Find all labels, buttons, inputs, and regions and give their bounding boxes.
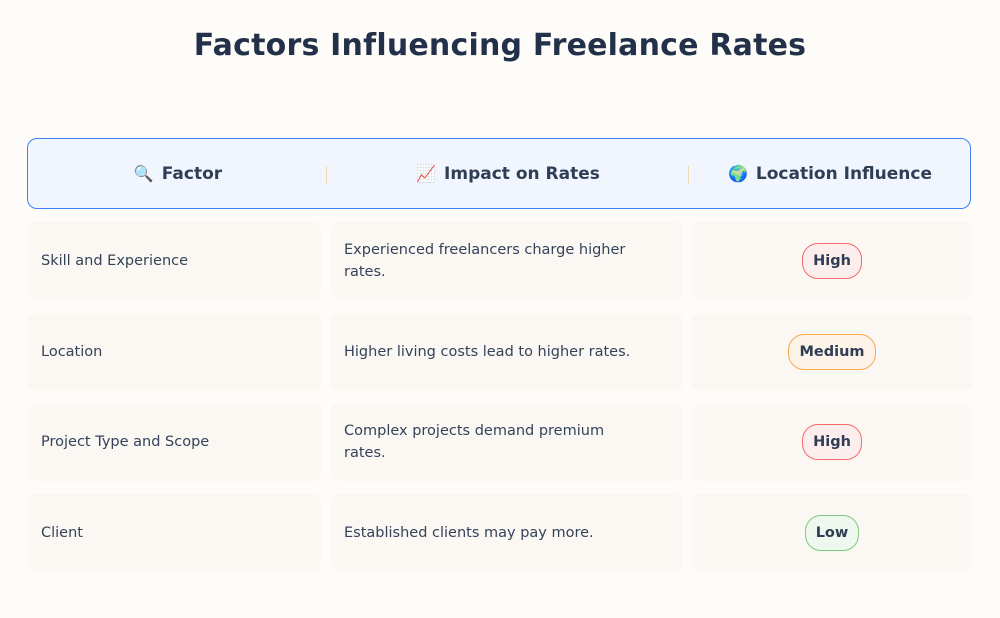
factor-text: Skill and Experience: [41, 253, 189, 269]
impact-text: Complex projects demand premium rates.: [344, 423, 605, 461]
influence-cell: High: [692, 222, 972, 300]
impact-cell: Complex projects demand premium rates.: [331, 403, 683, 481]
influence-badge: High: [802, 424, 862, 460]
impact-text: Experienced freelancers charge higher ra…: [344, 242, 626, 280]
influence-badge: Medium: [788, 334, 876, 370]
factor-text: Client: [41, 525, 83, 541]
header-label: Factor: [161, 163, 223, 184]
factor-cell: Project Type and Scope: [28, 403, 321, 481]
factor-cell: Client: [28, 494, 321, 572]
page-title: Factors Influencing Freelance Rates: [193, 28, 807, 63]
influence-badge: High: [802, 243, 862, 279]
factor-cell: Skill and Experience: [28, 222, 321, 300]
header-influence: 🌍 Location Influence: [690, 139, 970, 208]
divider: [688, 166, 689, 184]
header-label: Location Influence: [755, 163, 932, 184]
header-label: Impact on Rates: [444, 163, 600, 184]
impact-cell: Established clients may pay more.: [331, 494, 683, 572]
magnifier-icon: 🔍: [133, 164, 154, 183]
impact-text: Established clients may pay more.: [344, 525, 594, 541]
impact-text: Higher living costs lead to higher rates…: [344, 344, 631, 360]
influence-badge: Low: [804, 515, 860, 551]
chart-up-icon: 📈: [416, 164, 437, 183]
influence-cell: Low: [692, 494, 972, 572]
globe-icon: 🌍: [727, 164, 748, 183]
impact-cell: Higher living costs lead to higher rates…: [331, 313, 683, 391]
factor-text: Project Type and Scope: [41, 434, 210, 450]
factor-cell: Location: [28, 313, 321, 391]
divider: [326, 166, 327, 184]
header-factor: 🔍 Factor: [28, 139, 328, 208]
factor-text: Location: [41, 344, 103, 360]
header-impact: 📈 Impact on Rates: [328, 139, 688, 208]
table-header: 🔍 Factor 📈 Impact on Rates 🌍 Location In…: [27, 138, 971, 209]
influence-cell: Medium: [692, 313, 972, 391]
influence-cell: High: [692, 403, 972, 481]
impact-cell: Experienced freelancers charge higher ra…: [331, 222, 683, 300]
